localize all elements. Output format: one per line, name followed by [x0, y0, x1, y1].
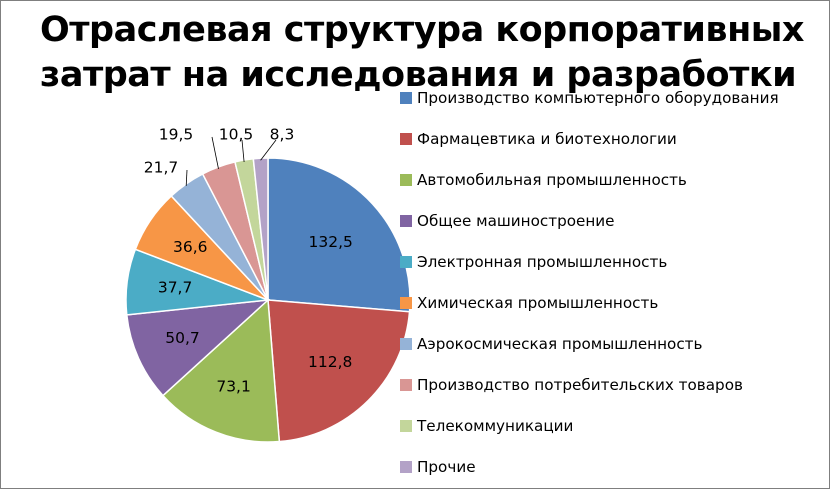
legend-swatch-2 [400, 133, 412, 145]
legend-item-9: Телекоммуникации [400, 414, 573, 438]
pie-slice-4 [125, 299, 271, 397]
leader-line-7 [185, 169, 188, 186]
leader-line-8 [211, 136, 219, 169]
chart-title-line-1: Отраслевая структура корпоративных [40, 10, 805, 50]
pie-slice-10 [252, 157, 269, 301]
legend-item-8: Производство потребительских товаров [400, 373, 743, 397]
legend-swatch-6 [400, 297, 412, 309]
chart-title: Отраслевая структура корпоративных затра… [40, 8, 805, 98]
pie-slice-1 [267, 157, 411, 313]
legend-label-7: Аэрокосмическая промышленность [417, 335, 703, 353]
data-label-8: 19,5 [159, 126, 194, 144]
legend-item-3: Автомобильная промышленность [400, 168, 687, 192]
pie-slice-2 [267, 299, 411, 443]
data-label-9: 10,5 [219, 126, 254, 144]
data-labels: 132,5 112,8 73,1 50,7 37,7 36,6 21,7 19,5 10,5 8,… [144, 126, 353, 396]
legend-label-8: Производство потребительских товаров [417, 376, 743, 394]
data-label-10: 8,3 [270, 126, 295, 144]
legend-swatch-10 [400, 461, 412, 473]
legend-label-1: Производство компьютерного оборудования [417, 89, 779, 107]
leader-line-10 [260, 139, 277, 161]
legend-item-1: Производство компьютерного оборудования [400, 86, 779, 110]
legend-label-9: Телекоммуникации [417, 417, 574, 435]
legend-swatch-5 [400, 256, 412, 268]
legend-label-3: Автомобильная промышленность [417, 171, 687, 189]
legend-swatch-3 [400, 174, 412, 186]
data-label-7: 21,7 [144, 159, 179, 177]
data-label-1: 132,5 [309, 233, 353, 251]
pie-slices [125, 157, 411, 443]
chart-title-line-2: затрат на исследования и разработки [40, 55, 797, 95]
legend-item-5: Электронная промышленность [400, 250, 667, 274]
data-label-3: 73,1 [216, 378, 251, 396]
legend-item-4: Общее машиностроение [400, 209, 615, 233]
legend-label-10: Прочие [417, 458, 476, 476]
legend-item-2: Фармацевтика и биотехнологии [400, 127, 677, 151]
data-label-2: 112,8 [308, 353, 352, 371]
data-label-5: 37,7 [158, 278, 193, 296]
pie-slice-3 [161, 298, 281, 443]
legend-item-10: Прочие [400, 455, 476, 479]
data-label-6: 36,6 [173, 238, 208, 256]
legend-swatch-1 [400, 92, 412, 104]
leader-lines [185, 136, 277, 186]
legend-label-2: Фармацевтика и биотехнологии [417, 130, 677, 148]
legend-label-5: Электронная промышленность [417, 253, 668, 271]
leader-line-9 [241, 139, 245, 163]
legend-swatch-7 [400, 338, 412, 350]
legend-label-4: Общее машиностроение [417, 212, 615, 230]
legend-swatch-8 [400, 379, 412, 391]
legend-label-6: Химическая промышленность [417, 294, 659, 312]
data-label-4: 50,7 [165, 329, 200, 347]
legend-item-7: Аэрокосмическая промышленность [400, 332, 702, 356]
legend-swatch-9 [400, 420, 412, 432]
legend-swatch-4 [400, 215, 412, 227]
legend-item-6: Химическая промышленность [400, 291, 658, 315]
